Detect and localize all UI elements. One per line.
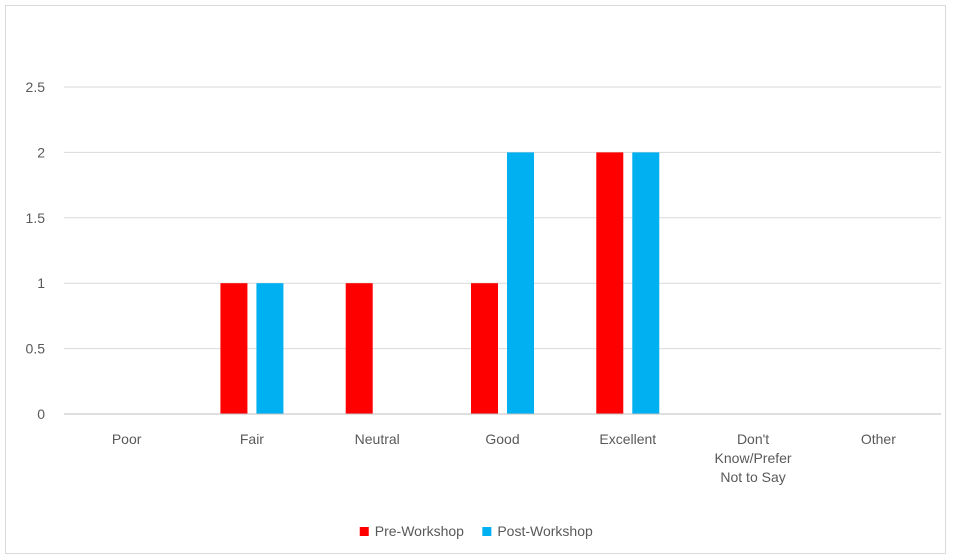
legend-label: Post-Workshop (497, 523, 593, 539)
y-tick-label: 2 (37, 144, 45, 160)
y-tick-label: 0.5 (26, 341, 46, 357)
gridlines (64, 86, 941, 350)
x-tick-label: Excellent (599, 431, 656, 447)
legend-swatch (359, 527, 369, 536)
chart-frame (5, 5, 946, 554)
x-axis-labels: Poor Fair Neutral Good Excellent Don't Know/Pr… (112, 431, 896, 485)
bars (220, 152, 660, 414)
bar-pre-workshop (596, 152, 624, 414)
x-tick-label: Fair (240, 431, 264, 447)
bar-post-workshop (632, 152, 660, 414)
x-tick-label: Good (485, 431, 519, 447)
x-tick-label: Neutral (355, 431, 400, 447)
x-tick-label: Other (861, 431, 896, 447)
y-tick-label: 2.5 (26, 79, 46, 95)
legend-label: Pre-Workshop (375, 523, 464, 539)
y-tick-label: 1 (37, 275, 45, 291)
bar-pre-workshop (220, 283, 248, 414)
legend: Pre-Workshop Post-Workshop (359, 523, 593, 539)
x-tick-label: Don't Know/Prefer Not to Say (715, 431, 792, 485)
bar-post-workshop (507, 152, 534, 414)
y-tick-label: 0 (37, 406, 45, 422)
y-axis-ticks: 0 0.5 1 1.5 2 2.5 (26, 79, 46, 422)
bar-pre-workshop (471, 283, 498, 414)
y-tick-label: 1.5 (26, 210, 46, 226)
bar-post-workshop (256, 283, 284, 414)
x-tick-label: Poor (112, 431, 142, 447)
bar-pre-workshop (345, 283, 373, 414)
legend-swatch (482, 527, 492, 536)
